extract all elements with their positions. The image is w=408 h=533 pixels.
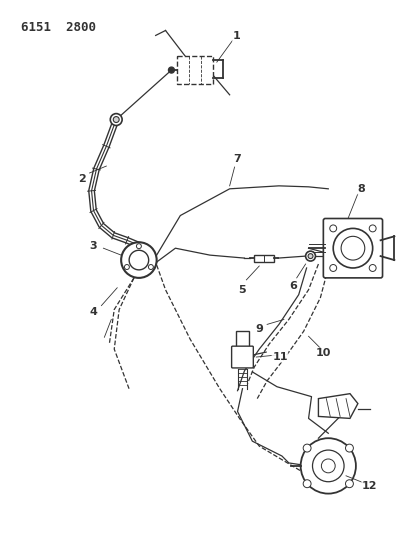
Circle shape [313, 450, 344, 482]
Text: 6151  2800: 6151 2800 [20, 21, 95, 34]
FancyBboxPatch shape [232, 346, 253, 368]
Polygon shape [318, 394, 358, 418]
Text: 12: 12 [362, 481, 377, 491]
Circle shape [308, 254, 313, 259]
Circle shape [341, 236, 365, 260]
Circle shape [303, 480, 311, 488]
Text: 6: 6 [289, 281, 297, 291]
Circle shape [346, 480, 353, 488]
Circle shape [129, 251, 149, 270]
Bar [235, 332, 249, 347]
Text: 4: 4 [90, 306, 98, 317]
Circle shape [301, 438, 356, 494]
Circle shape [169, 67, 174, 73]
Text: 2: 2 [78, 174, 86, 184]
Text: 10: 10 [316, 348, 331, 358]
Text: 1: 1 [233, 31, 240, 42]
Circle shape [110, 114, 122, 125]
Text: 5: 5 [239, 285, 246, 295]
FancyBboxPatch shape [324, 219, 383, 278]
Circle shape [333, 229, 373, 268]
Text: 8: 8 [357, 184, 365, 194]
Circle shape [136, 244, 141, 249]
Circle shape [113, 117, 119, 123]
Text: 3: 3 [90, 241, 98, 251]
Circle shape [121, 243, 157, 278]
Bar [177, 56, 213, 84]
Circle shape [369, 264, 376, 271]
Text: 11: 11 [272, 352, 288, 362]
Circle shape [322, 459, 335, 473]
Text: 9: 9 [255, 325, 263, 334]
Text: 7: 7 [234, 154, 242, 164]
Circle shape [306, 251, 315, 261]
Polygon shape [254, 255, 274, 262]
Circle shape [124, 264, 129, 270]
Circle shape [369, 225, 376, 232]
Circle shape [303, 444, 311, 452]
Circle shape [346, 444, 353, 452]
Circle shape [330, 225, 337, 232]
Circle shape [330, 264, 337, 271]
Circle shape [149, 264, 153, 270]
